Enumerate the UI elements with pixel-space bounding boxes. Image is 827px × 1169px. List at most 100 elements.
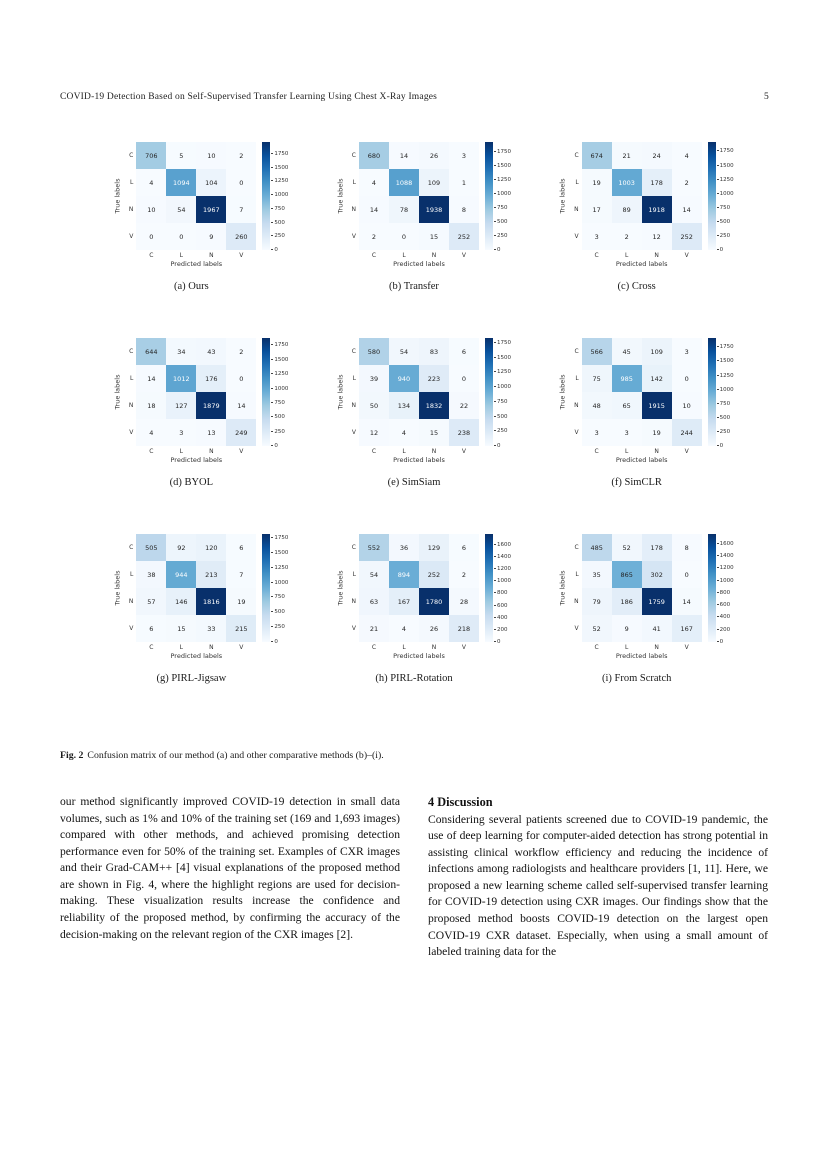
matrix-cell: 1088 (388, 169, 419, 196)
matrix-cell: 9 (611, 615, 642, 642)
colorbar-tick-label: 250 (494, 233, 508, 239)
colorbar: 1750 1500 1250 1000 750 500 250 0 (262, 142, 288, 253)
y-tick-label: V (351, 429, 356, 436)
matrix-cell: 252 (671, 223, 702, 250)
matrix-cell: 7 (226, 196, 257, 223)
matrix-cell: 104 (196, 169, 227, 196)
colorbar-tick-label: 0 (717, 443, 724, 449)
x-tick-label: C (149, 644, 154, 651)
matrix-cell: 223 (418, 365, 449, 392)
colorbar-tick-label: 600 (494, 603, 508, 609)
colorbar-tick-label: 1200 (717, 565, 734, 571)
matrix-cell: 0 (671, 561, 702, 588)
colorbar-gradient (262, 142, 271, 250)
matrix-cell: 940 (388, 365, 419, 392)
matrix-cell: 1012 (166, 365, 197, 392)
colorbar-tick-label: 1500 (494, 163, 511, 169)
y-tick-labels: C L N V (345, 534, 359, 642)
colorbar-ticks: 1750 1500 1250 1000 750 500 250 0 (494, 338, 520, 449)
matrix-cell: 1 (448, 169, 479, 196)
colorbar: 1600 1400 1200 1000 800 600 400 200 0 (484, 534, 511, 645)
colorbar-tick-label: 1750 (271, 151, 288, 157)
colorbar-tick-label: 200 (717, 627, 731, 633)
colorbar-ticks: 1750 1500 1250 1000 750 500 250 0 (271, 534, 297, 645)
y-axis-label-text: True labels (335, 570, 344, 606)
matrix-cell: 134 (388, 392, 419, 419)
heatmap-grid: 706 5 10 2 4 1094 104 0 10 54 1967 7 0 0 9 260 (136, 142, 257, 250)
matrix-cell: 674 (581, 142, 612, 169)
y-tick-labels: C L N V (568, 534, 582, 642)
subfigure-caption: (h) PIRL-Rotation (375, 673, 453, 684)
y-tick-label: V (351, 625, 356, 632)
matrix-cell: 18 (136, 392, 167, 419)
matrix-cell: 186 (611, 588, 642, 615)
matrix-cell: 7 (226, 561, 257, 588)
matrix-plot: True labels C L N V 505 92 120 6 38 944 213 7 57 146 18… (112, 534, 288, 660)
matrix-cell: 2 (226, 142, 257, 169)
colorbar-tick-label: 1000 (271, 386, 288, 392)
matrix-cell: 6 (226, 534, 257, 561)
y-tick-label: C (574, 152, 579, 159)
colorbar-ticks: 1750 1500 1250 1000 750 500 250 0 (717, 338, 743, 449)
matrix-cell: 8 (448, 196, 479, 223)
matrix-cell: 34 (166, 338, 197, 365)
x-axis-label: Predicted labels (170, 652, 223, 660)
running-title: COVID-19 Detection Based on Self-Supervi… (60, 92, 438, 102)
confusion-matrix-panel-h: True labels C L N V 552 36 129 6 54 894 252 2 63 167 17… (335, 534, 511, 684)
heatmap-grid: 505 92 120 6 38 944 213 7 57 146 1816 19 6 15 33 215 (136, 534, 257, 642)
x-tick-label: L (179, 252, 183, 259)
x-tick-label: L (402, 448, 406, 455)
matrix-cell: 3 (611, 419, 642, 446)
x-tick-label: L (624, 252, 629, 259)
y-axis-label: True labels (558, 534, 568, 642)
colorbar-tick-label: 750 (494, 205, 508, 211)
matrix-cell: 83 (418, 338, 449, 365)
x-axis-label: Predicted labels (393, 652, 445, 660)
colorbar-gradient (707, 338, 716, 446)
x-tick-label: V (461, 448, 467, 455)
matrix-cell: 249 (226, 419, 257, 446)
matrix-cell: 41 (641, 615, 672, 642)
x-tick-label: V (239, 448, 244, 455)
y-tick-label: C (129, 152, 134, 159)
colorbar-tick-label: 1600 (717, 541, 734, 547)
colorbar-tick-label: 1750 (271, 535, 288, 541)
colorbar-tick-label: 0 (494, 247, 501, 253)
heatmap-grid: 485 52 178 8 35 865 302 0 79 186 1759 14 52 9 41 167 (581, 534, 702, 642)
matrix-cell: 10 (136, 196, 167, 223)
matrix-cell: 178 (641, 534, 672, 561)
x-tick-label: L (402, 252, 406, 259)
confusion-matrix-panel-a: True labels C L N V 706 5 10 2 4 1094 104 0 10 54 1967 7… (112, 142, 288, 292)
matrix-cell: 1094 (166, 169, 197, 196)
y-tick-label: N (574, 598, 579, 605)
matrix-cell: 13 (196, 419, 227, 446)
subfigure-caption: (a) Ours (173, 281, 209, 292)
colorbar-tick-label: 250 (271, 429, 285, 435)
matrix-cell: 14 (136, 365, 167, 392)
colorbar-tick-label: 1750 (494, 340, 511, 346)
y-tick-label: C (351, 544, 356, 551)
colorbar-tick-label: 500 (271, 609, 285, 615)
y-tick-label: N (128, 402, 134, 409)
matrix-cell: 120 (196, 534, 227, 561)
x-tick-label: L (624, 644, 629, 651)
x-tick-label: V (239, 644, 244, 651)
matrix-cell: 1879 (196, 392, 227, 419)
figure-caption: Fig. 2 Confusion matrix of our method (a)… (60, 750, 768, 761)
colorbar-ticks: 1750 1500 1250 1000 750 500 250 0 (494, 142, 520, 253)
matrix-cell: 52 (611, 534, 642, 561)
y-tick-label: L (129, 375, 134, 382)
colorbar-tick-label: 1500 (271, 357, 288, 363)
colorbar-tick-label: 250 (271, 233, 285, 239)
x-tick-label: V (684, 252, 689, 259)
matrix-cell: 79 (581, 588, 612, 615)
y-tick-label: V (574, 625, 579, 632)
colorbar: 1750 1500 1250 1000 750 500 250 0 (484, 338, 511, 449)
colorbar: 1750 1500 1250 1000 750 500 250 0 (707, 338, 734, 449)
x-tick-label: N (209, 252, 214, 259)
y-axis-label: True labels (335, 534, 345, 642)
heatmap-grid: 552 36 129 6 54 894 252 2 63 167 1780 28 21 4 26 218 (358, 534, 479, 642)
x-tick-label: C (371, 644, 377, 651)
